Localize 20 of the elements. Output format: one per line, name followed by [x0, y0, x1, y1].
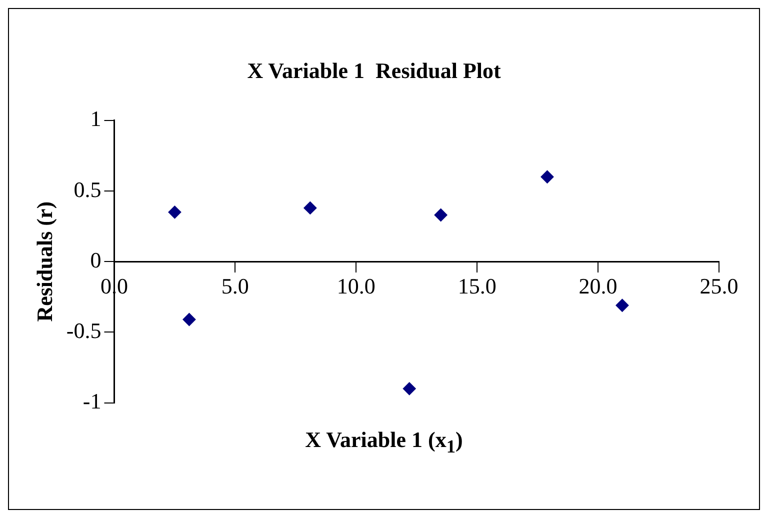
point [434, 208, 448, 222]
y-tick-label: -1 [82, 388, 102, 414]
x-tick-label: 25.0 [700, 274, 738, 299]
point [616, 298, 629, 312]
x-tick-label: 10.0 [336, 274, 376, 299]
chart-title: X Variable 1 Residual Plot [247, 58, 502, 83]
y-tick-label: -0.5 [66, 318, 102, 343]
point [304, 201, 317, 214]
point [182, 312, 196, 326]
y-tick-label: 0.5 [74, 176, 102, 202]
x-tick-label: 5.0 [221, 274, 249, 299]
x-axis-title: X Variable 1 (x$_{1}$) [304, 427, 464, 458]
point [540, 170, 554, 184]
point [402, 382, 416, 396]
y-tick-label: 0 [90, 247, 102, 272]
point [168, 206, 182, 219]
x-tick-label: 15.0 [458, 274, 496, 299]
y-tick-label: 1 [90, 106, 102, 132]
x-tick-label: 20.0 [578, 274, 618, 299]
y-axis-title: Residuals (r) [32, 201, 57, 322]
